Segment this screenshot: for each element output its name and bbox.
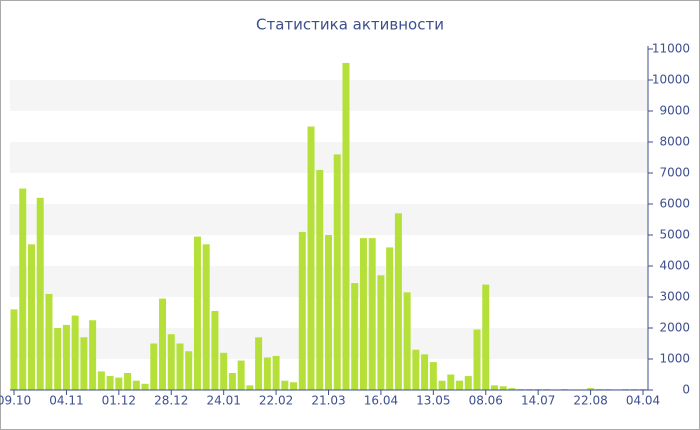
bar [281, 380, 289, 390]
bar [115, 377, 123, 390]
bar [421, 354, 429, 390]
bar [220, 352, 228, 390]
x-tick-label: 21.03 [311, 394, 345, 408]
y-tick-label: 0 [682, 383, 690, 397]
y-tick-label: 2000 [659, 321, 690, 335]
bar [473, 329, 481, 390]
grid-band [10, 204, 648, 235]
x-tick-label: 16.04 [364, 394, 398, 408]
bar [106, 376, 114, 390]
bar [386, 247, 394, 390]
bar [263, 357, 271, 390]
bar [27, 244, 35, 390]
bar [62, 324, 70, 390]
bar [159, 298, 167, 390]
bar [45, 293, 53, 390]
x-tick-label: 04.11 [49, 394, 83, 408]
bar [298, 231, 306, 390]
x-tick-label: 01.12 [102, 394, 136, 408]
bar [412, 349, 420, 390]
bar [141, 383, 149, 390]
bar [89, 320, 97, 390]
bar [377, 275, 385, 390]
bar [490, 385, 498, 390]
bar [290, 382, 298, 390]
bar [342, 62, 350, 390]
x-tick-label: 14.07 [521, 394, 555, 408]
x-tick-label: 22.08 [573, 394, 607, 408]
bar [316, 169, 324, 390]
y-tick-label: 11000 [652, 42, 690, 56]
x-tick-label: 24.01 [206, 394, 240, 408]
bar [202, 244, 210, 390]
grid-band [10, 142, 648, 173]
bar [185, 351, 193, 390]
y-tick-label: 1000 [659, 352, 690, 366]
bar [97, 371, 105, 390]
bar [351, 283, 359, 390]
y-tick-label: 9000 [659, 104, 690, 118]
y-tick-label: 8000 [659, 135, 690, 149]
bar [464, 376, 472, 390]
bar [394, 213, 402, 390]
chart-title: Статистика активности [256, 16, 444, 34]
bar [333, 154, 341, 390]
bar [36, 197, 44, 390]
bar [255, 337, 263, 390]
bar [10, 309, 18, 390]
x-tick-label: 13.05 [416, 394, 450, 408]
y-tick-label: 7000 [659, 166, 690, 180]
bar [124, 372, 132, 390]
bar [508, 388, 516, 390]
bar [246, 385, 254, 390]
bar [19, 188, 27, 390]
bar [150, 343, 158, 390]
bar [499, 386, 507, 390]
x-tick-label: 28.12 [154, 394, 188, 408]
bar [237, 360, 245, 390]
x-tick-label: 09.10 [0, 394, 31, 408]
x-tick-label: 08.06 [469, 394, 503, 408]
bar [429, 362, 437, 390]
bar [438, 380, 446, 390]
bar [176, 343, 184, 390]
y-tick-label: 5000 [659, 228, 690, 242]
bar [211, 310, 219, 390]
bar [71, 315, 79, 390]
bar [587, 388, 595, 390]
bar [167, 334, 175, 390]
x-tick-label: 22.02 [259, 394, 293, 408]
bar [403, 292, 411, 390]
bar [359, 238, 367, 390]
bar [368, 238, 376, 390]
bar [447, 374, 455, 390]
x-tick-label: 04.04 [626, 394, 660, 408]
bar [456, 380, 464, 390]
grid-band [10, 80, 648, 111]
y-tick-label: 3000 [659, 290, 690, 304]
bar [482, 284, 490, 390]
bar [228, 372, 236, 390]
bar [54, 328, 62, 390]
bar [193, 236, 201, 390]
y-tick-label: 6000 [659, 197, 690, 211]
bar [307, 126, 315, 390]
bar [272, 355, 280, 390]
y-tick-label: 10000 [652, 73, 690, 87]
bar [132, 380, 140, 390]
bar [80, 337, 88, 390]
bar [325, 235, 332, 390]
y-tick-label: 4000 [659, 259, 690, 273]
